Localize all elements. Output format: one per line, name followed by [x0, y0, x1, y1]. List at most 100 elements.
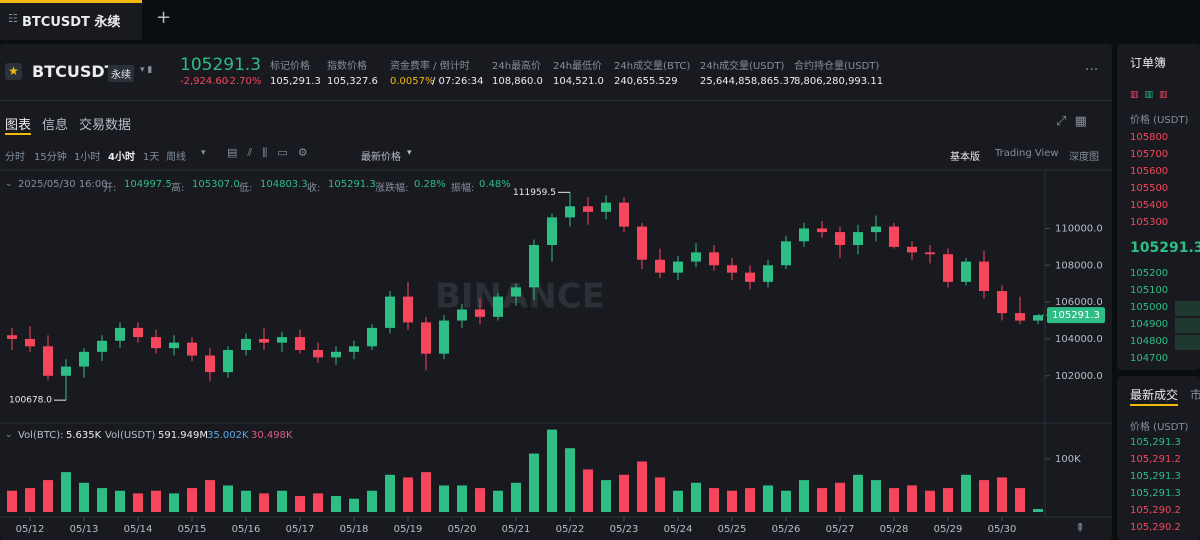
tab[interactable]: 图表: [5, 114, 32, 135]
candle-body: [565, 206, 575, 218]
candle-body: [331, 351, 341, 358]
candle-body: [709, 252, 719, 266]
vol-value: 591.949M: [158, 430, 208, 441]
stat-value: 108,860.0: [492, 76, 543, 87]
candle-body: [79, 351, 89, 367]
x-tick-label: 05/17: [286, 524, 315, 535]
interval-dropdown[interactable]: ▾: [201, 148, 206, 158]
price-type[interactable]: 最新价格: [361, 152, 401, 163]
view[interactable]: 基本版: [950, 152, 980, 163]
candle-body: [97, 340, 107, 352]
candle-body: [799, 228, 809, 242]
tab[interactable]: 信息: [42, 118, 69, 133]
chart: BINANCE ⇞ 102000.0104000.0106000.0108000…: [0, 169, 1112, 535]
x-tick-label: 05/13: [70, 524, 99, 535]
candle-body: [367, 327, 377, 347]
reset-icon[interactable]: ⇞: [1075, 521, 1085, 535]
bid-price: 105000: [1130, 302, 1169, 313]
candle-body: [475, 309, 485, 317]
view[interactable]: Trading View: [995, 148, 1059, 159]
trades-underline: [1130, 404, 1178, 406]
vol-ma: 30.498K: [251, 430, 293, 441]
stat-label: 24h成交量(BTC): [614, 61, 691, 72]
candle-body: [547, 217, 557, 245]
interval[interactable]: 1天: [143, 152, 160, 163]
tab-icon: ☷: [8, 12, 18, 25]
volume-bar: [241, 490, 251, 512]
trade-price: 105,290.2: [1130, 505, 1181, 516]
view[interactable]: 深度图: [1069, 152, 1099, 163]
more[interactable]: ···: [1085, 62, 1099, 78]
interval[interactable]: 周线: [166, 152, 186, 163]
volume-bar: [637, 461, 647, 512]
candle-body: [223, 350, 233, 373]
volume-bar: [547, 429, 557, 512]
info-value: 0.28%: [414, 179, 446, 190]
x-tick-label: 05/24: [664, 524, 693, 535]
trade-price: 105,291.3: [1130, 488, 1181, 499]
volume-bar: [79, 482, 89, 512]
tab-title[interactable]: BTCUSDT 永续: [22, 15, 121, 30]
candle-body: [457, 309, 467, 321]
x-tick-label: 05/15: [178, 524, 207, 535]
volume-bar: [997, 477, 1007, 512]
tab[interactable]: 交易数据: [79, 118, 132, 133]
ask-price: 105600: [1130, 166, 1169, 177]
stat-value: 25,644,858,865.37: [700, 76, 796, 87]
stat-value: 0.0057%: [390, 76, 435, 87]
tab[interactable]: [0, 0, 142, 40]
volume-bar: [853, 474, 863, 512]
volume-bar: [133, 493, 143, 512]
favorite[interactable]: ★: [5, 63, 22, 80]
volume-bar: [25, 488, 35, 512]
candle-body: [421, 322, 431, 354]
volume-bar: [151, 490, 161, 512]
stat-label: 24h最高价: [492, 61, 542, 72]
info-label: 收:: [307, 183, 321, 194]
stat-value: 105,327.6: [327, 76, 378, 87]
candle-body: [385, 296, 395, 328]
volume-bar: [871, 480, 881, 512]
y-tick-label: 110000.0: [1055, 223, 1103, 234]
symbol[interactable]: BTCUSDT: [32, 62, 116, 81]
trades-title[interactable]: 最新成交: [1130, 388, 1179, 402]
volume-bar: [7, 490, 17, 512]
volume-bar: [925, 490, 935, 512]
volume-bar: [907, 485, 917, 512]
price-type-dropdown[interactable]: ▾: [407, 148, 412, 158]
interval[interactable]: 4小时: [108, 152, 135, 163]
candle-body: [925, 252, 935, 255]
volume-bar: [943, 488, 953, 512]
candle-body: [889, 226, 899, 247]
volume-bar: [691, 482, 701, 512]
x-tick-label: 05/14: [124, 524, 153, 535]
volume-bar: [619, 474, 629, 512]
info-value: 0.48%: [479, 179, 511, 190]
volume-bar: [673, 490, 683, 512]
last-price: 105291.3: [180, 55, 262, 75]
candle-body: [655, 259, 665, 273]
info-label: 振幅:: [451, 183, 475, 194]
add-tab[interactable]: +: [156, 7, 172, 28]
y-tick-label: 106000.0: [1055, 297, 1103, 308]
x-tick-label: 05/21: [502, 524, 531, 535]
interval[interactable]: 15分钟: [34, 152, 67, 163]
volume-bar: [979, 480, 989, 512]
candle-body: [511, 287, 521, 297]
volume-bar: [115, 490, 125, 512]
interval[interactable]: 1小时: [74, 152, 101, 163]
volume-bar: [277, 490, 287, 512]
volume-bar: [403, 477, 413, 512]
x-tick-label: 05/20: [448, 524, 477, 535]
x-tick-label: 05/25: [718, 524, 747, 535]
y-tick-label: 104000.0: [1055, 334, 1103, 345]
info-icon: ⌄: [5, 179, 13, 189]
interval[interactable]: 分时: [5, 152, 25, 163]
expand-icons[interactable]: ⤢ ▦: [1056, 114, 1087, 129]
volume-bar: [331, 496, 341, 512]
candle-body: [583, 206, 593, 212]
candle-body: [187, 342, 197, 356]
dropdown[interactable]: ▾ ▮: [140, 65, 153, 75]
trades-tab[interactable]: 市: [1190, 388, 1200, 402]
tool-icons[interactable]: ▤⫽⫼▭⚙: [227, 146, 318, 159]
